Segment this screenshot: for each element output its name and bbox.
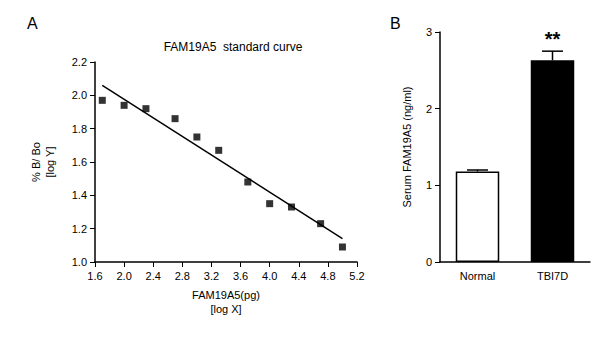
svg-text:3.2: 3.2 xyxy=(204,270,219,282)
svg-text:% B/ Bo: % B/ Bo xyxy=(30,142,42,182)
svg-text:[log Y]: [log Y] xyxy=(44,147,56,178)
svg-text:A: A xyxy=(27,15,38,32)
svg-text:Normal: Normal xyxy=(460,270,495,282)
svg-text:1.0: 1.0 xyxy=(72,256,87,268)
svg-text:2.0: 2.0 xyxy=(116,270,131,282)
svg-text:1.6: 1.6 xyxy=(72,156,87,168)
svg-text:1.8: 1.8 xyxy=(72,123,87,135)
svg-text:2.8: 2.8 xyxy=(175,270,190,282)
svg-text:B: B xyxy=(390,15,401,32)
svg-text:5.2: 5.2 xyxy=(349,270,364,282)
svg-text:TBI7D: TBI7D xyxy=(537,270,568,282)
svg-text:1: 1 xyxy=(426,179,432,191)
svg-text:4.8: 4.8 xyxy=(320,270,335,282)
svg-text:2: 2 xyxy=(426,103,432,115)
svg-text:0: 0 xyxy=(426,256,432,268)
svg-text:1.2: 1.2 xyxy=(72,223,87,235)
svg-text:Serum FAM19A5 (ng/ml): Serum FAM19A5 (ng/ml) xyxy=(401,86,413,207)
svg-text:1.6: 1.6 xyxy=(87,270,102,282)
svg-text:[log X]: [log X] xyxy=(210,303,241,315)
svg-text:FAM19A5 standard curve: FAM19A5 standard curve xyxy=(164,40,303,54)
svg-text:1.4: 1.4 xyxy=(72,189,87,201)
svg-text:2.4: 2.4 xyxy=(146,270,161,282)
svg-text:4.0: 4.0 xyxy=(262,270,277,282)
svg-text:2.2: 2.2 xyxy=(72,56,87,68)
svg-text:3: 3 xyxy=(426,26,432,38)
svg-text:3.6: 3.6 xyxy=(233,270,248,282)
svg-text:4.4: 4.4 xyxy=(291,270,306,282)
svg-text:**: ** xyxy=(545,28,561,50)
svg-text:FAM19A5(pg): FAM19A5(pg) xyxy=(192,289,260,301)
svg-text:2.0: 2.0 xyxy=(72,89,87,101)
